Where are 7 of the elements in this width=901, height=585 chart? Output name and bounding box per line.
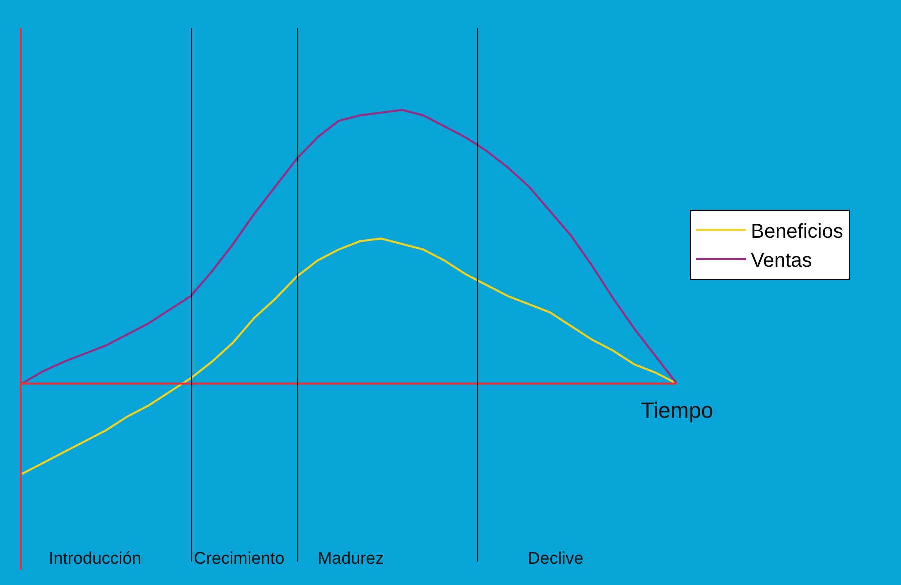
text: Madurez: [318, 549, 384, 568]
legend-label: Ventas: [751, 250, 812, 272]
text: Crecimiento: [194, 549, 285, 568]
text: Introducción: [49, 549, 142, 568]
legend-label: Beneficios: [751, 221, 844, 244]
text: Declive: [528, 549, 584, 568]
x-axis-title: Tiempo: [641, 398, 714, 423]
